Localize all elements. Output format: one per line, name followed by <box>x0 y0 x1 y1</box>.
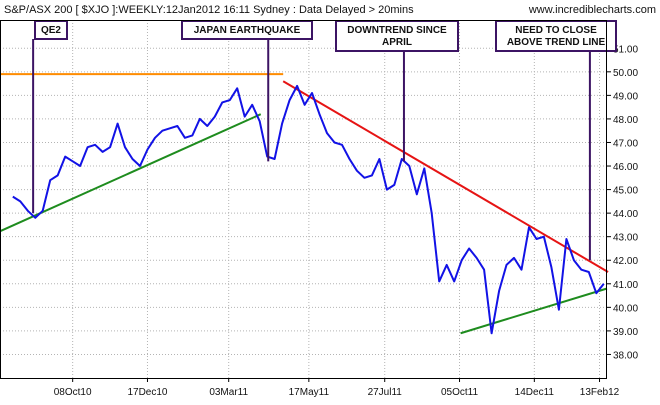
resistance-trendline <box>282 80 609 273</box>
x-tick-label: 14Dec11 <box>515 387 555 398</box>
support-trendline <box>0 113 262 233</box>
y-tick-label: 39.00 <box>613 327 638 338</box>
x-tick-label: 05Oct11 <box>441 387 478 398</box>
y-tick-label: 46.00 <box>613 162 638 173</box>
annotation-box <box>495 20 617 52</box>
y-tick-label: 49.00 <box>613 91 638 102</box>
chart-header-title: S&P/ASX 200 [ $XJO ]:WEEKLY:12Jan2012 16… <box>4 4 414 16</box>
y-tick-label: 43.00 <box>613 233 638 244</box>
annotation-text: NEED TO CLOSE <box>515 25 597 36</box>
annotation-qe2: QE2 <box>32 20 68 214</box>
x-tick-label: 08Oct10 <box>54 387 92 398</box>
annotation-text: DOWNTREND SINCE <box>347 25 447 36</box>
y-tick-label: 50.00 <box>613 68 638 79</box>
y-tick-label: 41.00 <box>613 280 638 291</box>
y-tick-label: 51.00 <box>613 44 638 55</box>
x-tick-label: 17Dec10 <box>127 387 167 398</box>
y-tick-label: 38.00 <box>613 350 638 361</box>
plot-border <box>0 20 607 379</box>
x-tick-label: 17May11 <box>289 387 330 398</box>
y-tick-label: 45.00 <box>613 186 638 197</box>
support-trendline <box>460 287 608 335</box>
annotation-text: APRIL <box>382 37 412 48</box>
x-tick-label: 27Jul11 <box>368 387 403 398</box>
source-watermark: www.incrediblecharts.com <box>528 4 656 16</box>
y-tick-label: 44.00 <box>613 209 638 220</box>
x-tick-label: 03Mar11 <box>209 387 248 398</box>
price-line <box>12 84 605 335</box>
y-tick-label: 48.00 <box>613 115 638 126</box>
trendlines <box>0 73 609 335</box>
annotation-box <box>335 20 459 52</box>
annotation-text: JAPAN EARTHQUAKE <box>194 25 301 36</box>
y-axis-tick-labels: 38.00 39.00 40.00 41.00 42.00 43.00 44.00 45.00… <box>607 44 638 361</box>
x-axis-tick-labels: 08Oct10 17Dec10 03Mar11 17May11 27Jul11 05Oct… <box>54 378 620 398</box>
price-series <box>12 84 605 335</box>
annotation-japan-earthquake: JAPAN EARTHQUAKE <box>181 20 313 162</box>
annotation-text: QE2 <box>41 25 61 36</box>
y-tick-label: 40.00 <box>613 303 638 314</box>
grid <box>0 20 607 378</box>
y-tick-label: 42.00 <box>613 256 638 267</box>
x-tick-label: 13Feb12 <box>580 387 620 398</box>
y-tick-label: 47.00 <box>613 138 638 149</box>
annotation-text: ABOVE TREND LINE <box>507 37 606 48</box>
